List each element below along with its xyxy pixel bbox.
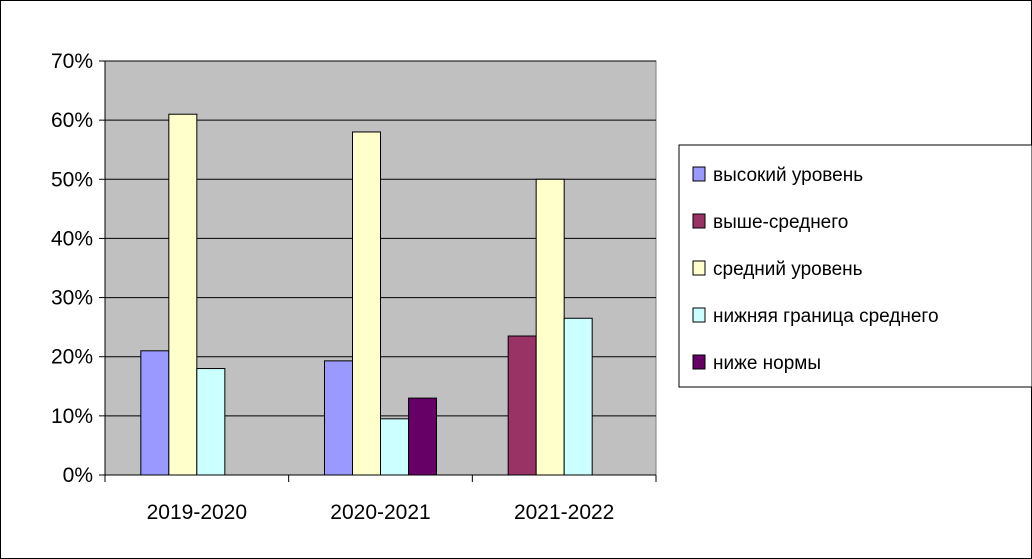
x-tick-label: 2019-2020	[147, 501, 247, 524]
y-tick-label: 50%	[51, 168, 93, 191]
legend-label: ниже нормы	[713, 353, 821, 374]
bar-4-2019-2020	[196, 368, 226, 476]
y-axis-ticks: 0% 10% 20% 30% 40% 50% 60% 70%	[51, 50, 105, 487]
axes	[104, 61, 656, 476]
y-tick-label: 70%	[51, 50, 93, 73]
x-tick-label: 2020-2021	[330, 501, 430, 524]
legend-box	[678, 144, 1032, 388]
y-tick-label: 30%	[51, 287, 93, 310]
y-tick-label: 60%	[51, 109, 93, 132]
y-tick-label: 40%	[51, 227, 93, 250]
legend-swatch	[692, 307, 706, 323]
x-tick-label: 2021-2022	[514, 501, 614, 524]
bar-3-2020-2021	[352, 131, 381, 476]
bars	[140, 113, 593, 476]
legend-swatch	[692, 166, 706, 182]
y-tick-label: 10%	[51, 405, 93, 428]
bar-2-2021-2022	[507, 335, 537, 476]
bar-4-2020-2021	[380, 418, 409, 476]
bar-5-2020-2021	[408, 397, 437, 476]
y-tick-label: 0%	[63, 464, 93, 487]
legend-label: нижняя граница среднего	[713, 306, 939, 327]
legend-label: средний уровень	[713, 259, 863, 280]
bar-1-2020-2021	[324, 360, 353, 476]
legend-swatch	[692, 354, 706, 370]
bar-3-2021-2022	[535, 178, 565, 476]
legend-swatch	[692, 213, 706, 229]
bar-1-2019-2020	[140, 350, 170, 476]
bar-3-2019-2020	[168, 113, 198, 476]
legend-label: высокий уровень	[713, 165, 863, 186]
bar-4-2021-2022	[563, 317, 593, 476]
legend-label: выше-среднего	[713, 212, 848, 233]
legend-swatch	[692, 260, 706, 276]
x-axis-ticks: 2019-2020 2020-2021 2021-2022	[104, 475, 657, 524]
legend: высокий уровень выше-среднего средний уров…	[678, 144, 1032, 388]
y-tick-label: 20%	[51, 346, 93, 369]
